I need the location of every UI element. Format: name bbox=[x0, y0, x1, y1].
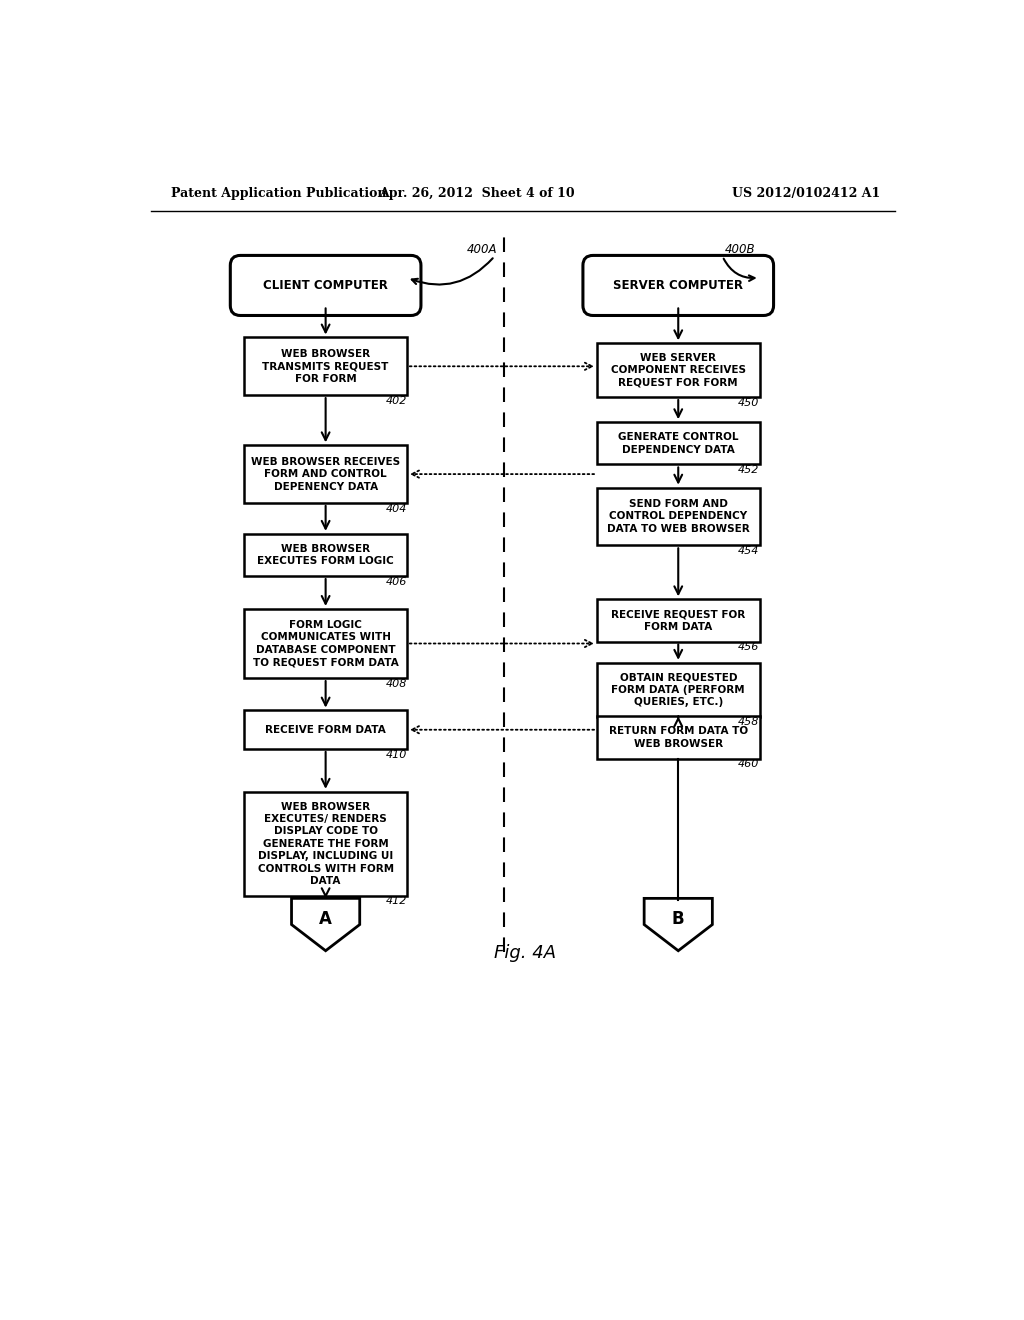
Bar bbox=[597, 717, 760, 759]
Text: 410: 410 bbox=[386, 750, 407, 760]
Text: A: A bbox=[319, 911, 332, 928]
Bar bbox=[245, 710, 407, 748]
Text: RECEIVE REQUEST FOR
FORM DATA: RECEIVE REQUEST FOR FORM DATA bbox=[611, 610, 745, 631]
Text: B: B bbox=[672, 911, 685, 928]
Bar bbox=[597, 599, 760, 642]
Text: RECEIVE FORM DATA: RECEIVE FORM DATA bbox=[265, 725, 386, 735]
Text: 450: 450 bbox=[738, 397, 760, 408]
Polygon shape bbox=[644, 899, 713, 950]
FancyBboxPatch shape bbox=[230, 256, 421, 315]
Bar bbox=[245, 338, 407, 395]
Text: Patent Application Publication: Patent Application Publication bbox=[171, 186, 386, 199]
Text: WEB BROWSER
EXECUTES/ RENDERS
DISPLAY CODE TO
GENERATE THE FORM
DISPLAY, INCLUDI: WEB BROWSER EXECUTES/ RENDERS DISPLAY CO… bbox=[258, 801, 393, 886]
Bar bbox=[245, 445, 407, 503]
Text: 412: 412 bbox=[386, 896, 407, 907]
Text: Apr. 26, 2012  Sheet 4 of 10: Apr. 26, 2012 Sheet 4 of 10 bbox=[379, 186, 574, 199]
Text: CLIENT COMPUTER: CLIENT COMPUTER bbox=[263, 279, 388, 292]
Text: GENERATE CONTROL
DEPENDENCY DATA: GENERATE CONTROL DEPENDENCY DATA bbox=[618, 432, 738, 454]
Bar bbox=[597, 487, 760, 545]
Bar bbox=[597, 663, 760, 717]
Bar bbox=[245, 533, 407, 576]
Bar bbox=[597, 343, 760, 397]
Text: 454: 454 bbox=[738, 546, 760, 556]
Text: 400A: 400A bbox=[467, 243, 498, 256]
Text: FORM LOGIC
COMMUNICATES WITH
DATABASE COMPONENT
TO REQUEST FORM DATA: FORM LOGIC COMMUNICATES WITH DATABASE CO… bbox=[253, 620, 398, 667]
Text: 400B: 400B bbox=[725, 243, 756, 256]
Text: WEB BROWSER RECEIVES
FORM AND CONTROL
DEPENENCY DATA: WEB BROWSER RECEIVES FORM AND CONTROL DE… bbox=[251, 457, 400, 491]
Text: 452: 452 bbox=[738, 465, 760, 475]
Text: 458: 458 bbox=[738, 718, 760, 727]
Bar bbox=[245, 792, 407, 896]
Text: RETURN FORM DATA TO
WEB BROWSER: RETURN FORM DATA TO WEB BROWSER bbox=[608, 726, 748, 748]
Text: Fig. 4A: Fig. 4A bbox=[494, 944, 556, 962]
Text: 404: 404 bbox=[386, 504, 407, 513]
FancyBboxPatch shape bbox=[583, 256, 773, 315]
Text: US 2012/0102412 A1: US 2012/0102412 A1 bbox=[731, 186, 880, 199]
Bar bbox=[245, 609, 407, 678]
Text: WEB SERVER
COMPONENT RECEIVES
REQUEST FOR FORM: WEB SERVER COMPONENT RECEIVES REQUEST FO… bbox=[610, 352, 745, 388]
Text: 408: 408 bbox=[386, 678, 407, 689]
Text: 460: 460 bbox=[738, 759, 760, 770]
Polygon shape bbox=[292, 899, 359, 950]
Text: 402: 402 bbox=[386, 396, 407, 407]
Text: 456: 456 bbox=[738, 643, 760, 652]
Text: WEB BROWSER
EXECUTES FORM LOGIC: WEB BROWSER EXECUTES FORM LOGIC bbox=[257, 544, 394, 566]
Text: WEB BROWSER
TRANSMITS REQUEST
FOR FORM: WEB BROWSER TRANSMITS REQUEST FOR FORM bbox=[262, 348, 389, 384]
Bar bbox=[597, 422, 760, 465]
Text: SEND FORM AND
CONTROL DEPENDENCY
DATA TO WEB BROWSER: SEND FORM AND CONTROL DEPENDENCY DATA TO… bbox=[607, 499, 750, 533]
Text: OBTAIN REQUESTED
FORM DATA (PERFORM
QUERIES, ETC.): OBTAIN REQUESTED FORM DATA (PERFORM QUER… bbox=[611, 672, 745, 708]
Text: SERVER COMPUTER: SERVER COMPUTER bbox=[613, 279, 743, 292]
Text: 406: 406 bbox=[386, 577, 407, 587]
